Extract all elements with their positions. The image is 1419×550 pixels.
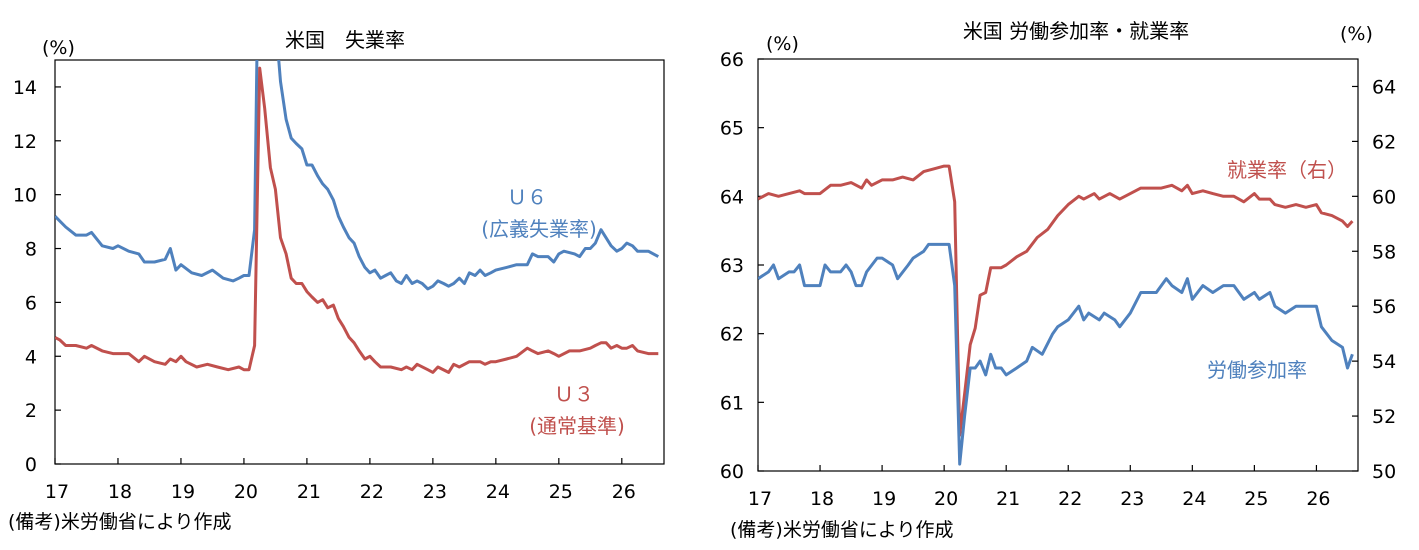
y-left-tick-label: 60 <box>720 461 744 483</box>
x-tick-label: 23 <box>423 481 447 503</box>
y-tick-label: 10 <box>13 185 37 207</box>
y-right-tick-label: 58 <box>1372 241 1396 263</box>
y-tick-label: 6 <box>25 292 37 314</box>
x-tick-label: 18 <box>810 488 834 510</box>
y-right-tick-label: 56 <box>1372 296 1396 318</box>
x-tick-label: 17 <box>45 481 69 503</box>
u6-label-line1: Ｕ６ <box>507 185 547 209</box>
x-tick-label: 25 <box>549 481 573 503</box>
y-right-tick-label: 60 <box>1372 186 1396 208</box>
unemployment-y-ticks: 0 2 4 6 8 10 12 14 <box>13 77 61 476</box>
participation-series <box>758 164 1354 466</box>
participation-y-ticks-right: 50 52 54 56 58 60 62 64 <box>1352 76 1396 483</box>
y-left-tick-label: 66 <box>720 49 744 71</box>
x-tick-label: 18 <box>108 481 132 503</box>
u6-label-line2: (広義失業率) <box>481 217 597 241</box>
x-tick-label: 26 <box>612 481 636 503</box>
y-right-tick-label: 52 <box>1372 406 1396 428</box>
y-right-tick-label: 62 <box>1372 131 1396 153</box>
unemployment-series <box>55 60 660 374</box>
unemployment-x-ticks: 17 18 19 20 21 22 23 24 25 26 <box>45 458 636 503</box>
employment-rate-label: 就業率（右） <box>1227 158 1347 182</box>
x-tick-label: 26 <box>1306 488 1330 510</box>
y-right-tick-label: 50 <box>1372 461 1396 483</box>
y-tick-label: 14 <box>13 77 37 99</box>
participation-chart-title: 米国 労働参加率・就業率 <box>963 19 1189 43</box>
x-tick-label: 19 <box>872 488 896 510</box>
unemployment-y-unit: (%) <box>42 37 75 59</box>
x-tick-label: 19 <box>171 481 195 503</box>
y-left-tick-label: 63 <box>720 255 744 277</box>
u3-label-line2: (通常基準) <box>529 414 625 438</box>
x-tick-label: 20 <box>934 488 958 510</box>
participation-chart: 米国 労働参加率・就業率 (%) (%) 60 61 62 63 64 65 66 50 52… <box>720 19 1396 541</box>
y-left-tick-label: 65 <box>720 118 744 140</box>
x-tick-label: 22 <box>360 481 384 503</box>
x-tick-label: 17 <box>748 488 772 510</box>
x-tick-label: 21 <box>996 488 1020 510</box>
y-left-tick-label: 61 <box>720 392 744 414</box>
y-tick-label: 2 <box>25 400 37 422</box>
participation-y-ticks-left: 60 61 62 63 64 65 66 <box>720 49 764 483</box>
y-right-tick-label: 54 <box>1372 351 1396 373</box>
series-line-u6 <box>55 60 660 291</box>
participation-y-unit-right: (%) <box>1340 23 1373 45</box>
unemployment-plot-area <box>54 59 665 465</box>
y-right-tick-label: 64 <box>1372 76 1396 98</box>
x-tick-label: 21 <box>297 481 321 503</box>
y-tick-label: 8 <box>25 239 37 261</box>
y-tick-label: 0 <box>25 454 37 476</box>
x-tick-label: 25 <box>1244 488 1268 510</box>
participation-x-ticks: 17 18 19 20 21 22 23 24 25 26 <box>748 465 1331 510</box>
series-line-u3 <box>55 66 659 374</box>
x-tick-label: 23 <box>1120 488 1144 510</box>
participation-y-unit-left: (%) <box>766 33 799 55</box>
x-tick-label: 22 <box>1058 488 1082 510</box>
unemployment-chart-title: 米国 失業率 <box>285 28 405 52</box>
unemployment-source-note: (備考)米労働省により作成 <box>8 511 231 533</box>
series-line-participation-rate <box>758 242 1354 466</box>
y-left-tick-label: 64 <box>720 186 744 208</box>
participation-plot-area <box>757 58 1359 472</box>
x-tick-label: 20 <box>234 481 258 503</box>
u3-label-line1: Ｕ３ <box>554 382 594 406</box>
y-left-tick-label: 62 <box>720 324 744 346</box>
x-tick-label: 24 <box>1182 488 1206 510</box>
y-tick-label: 4 <box>25 346 37 368</box>
participation-source-note: (備考)米労働省により作成 <box>730 519 953 541</box>
participation-rate-label: 労働参加率 <box>1207 358 1307 382</box>
y-tick-label: 12 <box>13 131 37 153</box>
series-line-employment-rate <box>758 164 1354 437</box>
x-tick-label: 24 <box>486 481 510 503</box>
